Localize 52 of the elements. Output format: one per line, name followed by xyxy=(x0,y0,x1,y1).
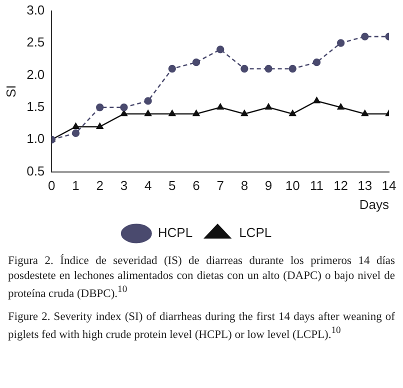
point xyxy=(72,129,80,138)
point xyxy=(289,110,296,116)
y-tick-label: 1.0 xyxy=(26,131,45,146)
x-tick-label: 9 xyxy=(264,178,272,194)
point xyxy=(216,104,224,110)
point xyxy=(192,110,200,116)
point xyxy=(168,110,176,116)
y-tick-label: 1.5 xyxy=(26,98,45,114)
x-tick-label: 1 xyxy=(72,178,80,194)
point xyxy=(144,110,152,116)
point xyxy=(192,58,200,66)
x-axis-title: Days xyxy=(359,196,390,212)
point xyxy=(265,104,272,110)
point xyxy=(336,39,345,47)
point xyxy=(144,97,152,105)
point xyxy=(120,104,128,112)
x-tick-label: 14 xyxy=(382,178,396,194)
legend-label: LCPL xyxy=(239,225,272,240)
caption: Figure 2. Severity index (SI) of diarrheas during the first 14 days after weaning of piglets fed with high crude protein level (HCPL) or low level (LCPL).$^{10}$ xyxy=(8,310,395,342)
point xyxy=(361,32,369,40)
x-tick-label: 4 xyxy=(144,178,152,194)
x-tick-label: 6 xyxy=(192,178,200,194)
point xyxy=(241,110,248,116)
x-tick-label: 8 xyxy=(240,178,248,194)
point xyxy=(288,64,296,73)
x-tick-label: 2 xyxy=(96,178,104,194)
x-tick-label: 7 xyxy=(216,178,224,194)
point xyxy=(240,64,248,73)
y-tick-label: 2.5 xyxy=(26,34,45,50)
point xyxy=(72,122,80,129)
point xyxy=(361,110,368,116)
x-tick-label: 5 xyxy=(168,178,176,194)
legend-label: HCPL xyxy=(158,225,193,240)
point xyxy=(96,104,104,112)
point xyxy=(216,46,224,54)
point xyxy=(264,64,272,73)
x-tick-label: 11 xyxy=(310,178,324,194)
point xyxy=(312,58,321,66)
point xyxy=(313,97,320,104)
point xyxy=(96,122,104,129)
x-tick-label: 13 xyxy=(358,178,372,194)
y-tick-label: 3.0 xyxy=(26,2,45,18)
point xyxy=(168,64,176,73)
x-tick-label: 12 xyxy=(334,178,348,194)
y-axis-title: SI xyxy=(3,85,18,98)
x-tick-label: 0 xyxy=(48,178,56,194)
x-tick-label: 10 xyxy=(285,178,300,194)
text: Figura 2. Índice de severidad (IS) de diarreas durante los primeros 14 días posdestete en lechones alimentados con dietas con un alto (DAPC) o bajo nivel de proteína cruda (DBPC).$^{10}$ xyxy=(8,254,395,302)
y-tick-label: 2.0 xyxy=(26,66,45,82)
x-tick-label: 3 xyxy=(120,178,128,194)
y-tick-label: 0.5 xyxy=(26,163,45,178)
point xyxy=(337,104,344,110)
